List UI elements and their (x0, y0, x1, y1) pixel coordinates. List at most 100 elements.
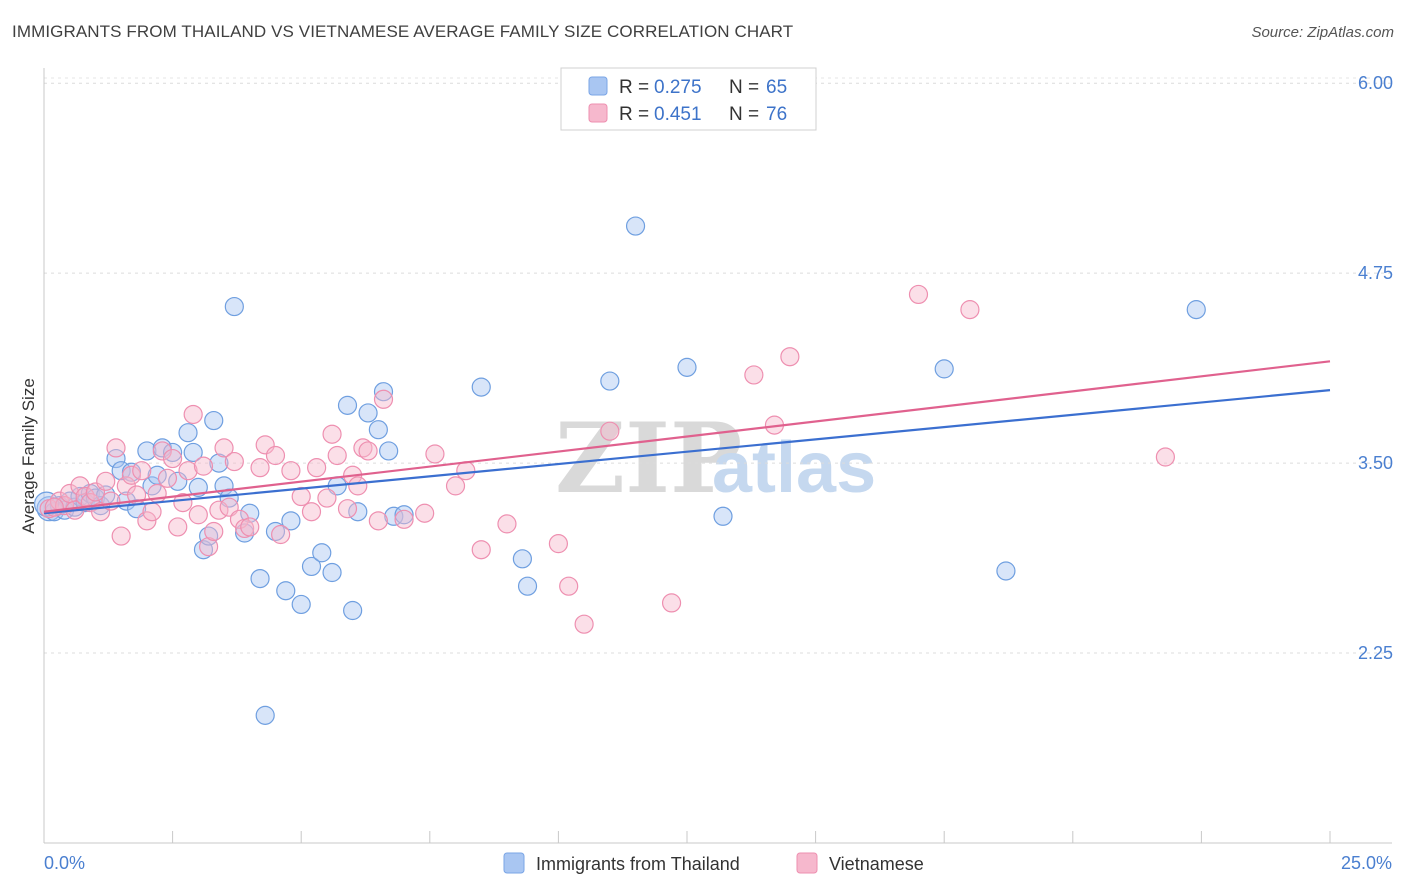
thailand-point (1186, 300, 1206, 320)
vietnamese-point (204, 521, 224, 542)
vietnamese-point (173, 493, 193, 513)
vietnamese-point (106, 438, 126, 458)
thailand-point (106, 448, 126, 469)
vietnamese-point (214, 438, 234, 458)
thailand-point (343, 600, 363, 621)
vietnamese-point (348, 476, 368, 496)
thailand-point (204, 410, 224, 431)
thailand-point (137, 441, 157, 461)
vietnamese-point (661, 593, 682, 613)
thailand-point (291, 594, 311, 615)
thailand-point (368, 420, 388, 440)
vietnamese-point (780, 347, 800, 367)
vietnamese-point (415, 503, 435, 523)
vietnamese-point (250, 458, 270, 478)
x-tick-label-min: 0.0% (44, 853, 85, 873)
vietnamese-point (137, 511, 157, 531)
vietnamese-point (353, 438, 373, 458)
thailand-point (188, 477, 208, 498)
legend-n-value-2: 76 (766, 104, 787, 125)
bottom-legend-swatch-vietnamese (796, 852, 818, 874)
gridlines (44, 77, 1392, 654)
vietnamese-point (548, 534, 569, 554)
vietnamese-point (559, 576, 579, 596)
y-axis-label: Average Family Size (19, 378, 38, 534)
series-vietnamese-points (39, 284, 1175, 634)
y-axis-tick-labels: 2.25 3.50 4.75 6.00 (1358, 73, 1393, 663)
thailand-point (178, 423, 198, 443)
thailand-point (934, 359, 954, 379)
vietnamese-point (600, 421, 620, 441)
legend-r-value-2: 0.451 (654, 104, 702, 125)
legend-r-label-1: R = (619, 77, 649, 98)
thailand-point (379, 441, 399, 461)
x-axis-ticks (43, 831, 1331, 843)
thailand-point (358, 403, 378, 423)
vietnamese-point (1155, 447, 1175, 467)
vietnamese-point (265, 445, 286, 466)
y-tick-label: 3.50 (1358, 453, 1393, 473)
vietnamese-point (307, 458, 327, 478)
thailand-point (600, 371, 620, 391)
chart-title: IMMIGRANTS FROM THAILAND VS VIETNAMESE A… (12, 22, 794, 41)
y-tick-label: 6.00 (1358, 73, 1393, 93)
y-tick-label: 4.75 (1358, 263, 1393, 283)
vietnamese-point (317, 488, 337, 508)
vietnamese-point (908, 284, 929, 305)
legend-swatch-vietnamese (588, 103, 608, 123)
thailand-point (276, 581, 296, 601)
vietnamese-point (445, 476, 466, 496)
thailand-point (517, 576, 538, 596)
thailand-point (322, 562, 342, 583)
thailand-point (209, 453, 229, 473)
vietnamese-point (574, 614, 594, 634)
vietnamese-point (168, 517, 188, 537)
thailand-point (240, 503, 260, 523)
series-thailand-points (33, 216, 1206, 725)
vietnamese-point (229, 509, 250, 529)
thailand-point (373, 382, 394, 402)
thailand-point (224, 296, 244, 317)
correlation-legend: R = 0.275 N = 65 R = 0.451 N = 76 (560, 67, 817, 131)
bottom-legend-label-thailand: Immigrants from Thailand (536, 854, 740, 874)
legend-swatch-thailand (588, 76, 608, 96)
vietnamese-point (157, 468, 178, 488)
thailand-point (677, 357, 697, 377)
y-tick-label: 2.25 (1358, 643, 1393, 663)
vietnamese-point (425, 444, 445, 464)
bottom-legend-swatch-thailand (503, 852, 525, 874)
trend-line-vietnamese (43, 360, 1331, 513)
vietnamese-point (394, 509, 414, 529)
thailand-point (625, 216, 646, 236)
source-credit: Source: ZipAtlas.com (1251, 24, 1394, 41)
vietnamese-point (111, 526, 131, 546)
thailand-point (183, 442, 203, 463)
legend-r-value-1: 0.275 (654, 77, 702, 98)
vietnamese-point (337, 499, 358, 519)
vietnamese-point (240, 517, 260, 537)
vietnamese-point (96, 471, 116, 491)
vietnamese-point (327, 445, 347, 466)
thailand-point (265, 521, 286, 542)
legend-n-label-1: N = (729, 77, 759, 98)
thailand-point (471, 377, 491, 397)
thailand-point (255, 705, 275, 725)
vietnamese-point (163, 448, 183, 469)
vietnamese-point (744, 365, 764, 385)
trend-lines (43, 360, 1331, 515)
vietnamese-point (178, 461, 198, 481)
vietnamese-point (224, 451, 244, 472)
vietnamese-point (456, 461, 476, 481)
x-tick-label-max: 25.0% (1341, 853, 1392, 873)
vietnamese-point (271, 524, 291, 545)
vietnamese-point (142, 502, 162, 522)
vietnamese-point (471, 540, 491, 560)
vietnamese-point (368, 511, 388, 531)
vietnamese-point (75, 486, 95, 507)
vietnamese-point (121, 465, 142, 485)
legend-r-label-2: R = (619, 104, 649, 125)
thailand-point (301, 556, 322, 577)
thailand-point (394, 505, 414, 525)
thailand-point (281, 511, 301, 531)
